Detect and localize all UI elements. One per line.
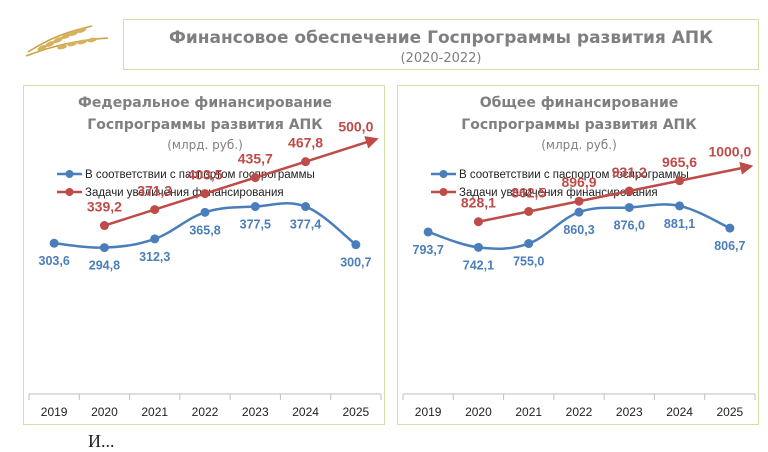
data-point-passport: [150, 234, 160, 244]
data-point-target: [574, 196, 584, 206]
legend-marker-0: [65, 170, 74, 178]
wheat-ears-icon: [25, 25, 109, 57]
legend-marker-0: [439, 170, 448, 178]
data-label-passport: 860,3: [563, 223, 594, 237]
chart-title-line-1: Федеральное финансирование: [78, 95, 332, 111]
data-label-passport: 312,3: [139, 250, 170, 264]
x-tick-label: 2019: [41, 405, 68, 419]
data-point-passport: [725, 223, 735, 233]
data-label-passport: 806,7: [714, 239, 745, 253]
legend-marker-1: [439, 188, 448, 196]
chart-unit-label: (млрд. руб.): [167, 138, 243, 152]
data-label-target: 435,7: [238, 151, 273, 167]
data-label-target: 500,0: [338, 119, 373, 135]
data-label-target: 1000,0: [708, 144, 751, 160]
data-label-passport: 793,7: [413, 243, 444, 257]
data-point-passport: [250, 202, 260, 212]
chart-title-line-2: Госпрограммы развития АПК: [461, 117, 697, 133]
data-point-passport: [473, 242, 483, 252]
data-point-passport: [423, 227, 433, 237]
data-point-passport: [574, 207, 584, 217]
data-point-target: [524, 206, 534, 216]
x-tick-label: 2021: [141, 405, 168, 419]
data-label-target: 896,9: [561, 174, 596, 190]
data-label-target: 467,8: [288, 135, 323, 151]
x-tick-label: 2023: [242, 405, 269, 419]
data-label-target: 371,3: [137, 183, 172, 199]
x-tick-label: 2025: [717, 405, 744, 419]
data-label-passport: 365,8: [189, 223, 220, 237]
data-point-target: [624, 186, 634, 196]
data-point-passport: [624, 202, 634, 212]
chart-title-line-2: Госпрограммы развития АПК: [87, 117, 323, 133]
data-label-passport: 755,0: [513, 255, 544, 269]
data-label-target: 828,1: [461, 195, 496, 211]
x-tick-label: 2020: [91, 405, 118, 419]
data-label-passport: 377,4: [290, 218, 321, 232]
data-label-passport: 881,1: [664, 217, 695, 231]
data-label-target: 965,6: [662, 154, 697, 170]
data-label-passport: 876,0: [614, 218, 645, 232]
x-tick-label: 2022: [192, 405, 219, 419]
x-tick-label: 2023: [616, 405, 643, 419]
data-label-target: 931,2: [612, 164, 647, 180]
page-title: Финансовое обеспечение Госпрограммы разв…: [169, 28, 713, 48]
page-subtitle: (2020-2022): [400, 51, 482, 66]
chart-unit-label: (млрд. руб.): [541, 138, 617, 152]
data-point-passport: [200, 207, 210, 217]
legend-marker-1: [65, 188, 74, 196]
data-point-target: [150, 205, 160, 215]
series-line-target: [104, 139, 371, 227]
series-line-target: [478, 166, 745, 223]
x-tick-label: 2022: [566, 405, 593, 419]
data-point-passport: [524, 239, 534, 249]
chart-panel-total: Общее финансирование Госпрограммы развити…: [397, 85, 759, 425]
x-tick-label: 2021: [515, 405, 542, 419]
x-tick-label: 2025: [343, 405, 370, 419]
legend-label-1: Задачи увеличения финансирования: [85, 187, 284, 199]
chart-panel-federal: Федеральное финансирование Госпрограммы р…: [23, 85, 385, 425]
chart-title-line-1: Общее финансирование: [480, 95, 679, 111]
series-arrowhead-target: [739, 161, 754, 175]
chart-total: Общее финансирование Госпрограммы развити…: [402, 95, 756, 419]
data-point-passport: [99, 243, 109, 253]
data-label-passport: 377,5: [240, 218, 271, 232]
chart-federal: Федеральное финансирование Госпрограммы р…: [28, 95, 382, 419]
data-point-target: [675, 176, 685, 186]
data-label-target: 403,5: [187, 167, 222, 183]
data-point-passport: [49, 238, 59, 248]
header-title-box: Финансовое обеспечение Госпрограммы разв…: [123, 19, 759, 70]
x-tick-label: 2024: [666, 405, 693, 419]
data-point-target: [473, 217, 483, 227]
data-label-passport: 294,8: [89, 259, 120, 273]
data-point-target: [200, 189, 210, 199]
data-label-passport: 303,6: [39, 254, 70, 268]
data-label-target: 339,2: [87, 199, 122, 215]
series-arrowhead-target: [364, 136, 379, 149]
bottom-text: И...: [88, 431, 115, 451]
legend-label-0: В соответствии с паспортом госпрограммы: [459, 169, 689, 181]
x-tick-label: 2020: [465, 405, 492, 419]
data-point-passport: [301, 202, 311, 212]
data-label-passport: 300,7: [340, 256, 371, 270]
data-point-passport: [351, 240, 361, 250]
data-point-target: [250, 173, 260, 183]
data-point-passport: [675, 201, 685, 211]
data-point-target: [99, 221, 109, 231]
x-tick-label: 2019: [415, 405, 442, 419]
data-point-target: [301, 157, 311, 167]
x-tick-label: 2024: [292, 405, 319, 419]
data-label-passport: 742,1: [463, 258, 494, 272]
data-label-target: 862,5: [511, 184, 546, 200]
